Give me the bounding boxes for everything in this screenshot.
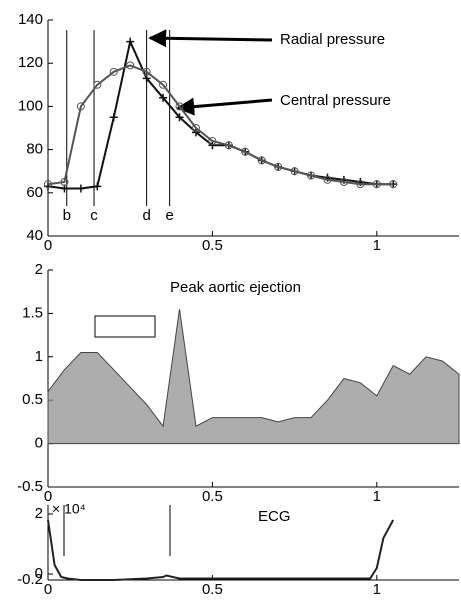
y-tick-label: -0.2 xyxy=(17,571,43,588)
y-tick-label: 1 xyxy=(35,348,43,365)
point xyxy=(60,178,69,186)
point xyxy=(389,180,398,189)
point xyxy=(191,128,200,137)
point xyxy=(339,178,348,186)
spectrum-area xyxy=(47,309,460,445)
x-tick-label: 1 xyxy=(373,488,381,505)
point xyxy=(142,67,151,76)
x-tick-label: 0 xyxy=(44,488,52,505)
point xyxy=(93,80,102,89)
y-tick-label: 0 xyxy=(35,435,43,452)
panel-title: ECG xyxy=(258,508,291,525)
y-tick-label: 100 xyxy=(18,97,43,114)
point xyxy=(126,61,135,70)
y-tick-label: -0.5 xyxy=(17,478,43,495)
y-tick-label: 60 xyxy=(26,184,43,201)
annotation: Peak aortic ejection xyxy=(170,279,301,296)
point xyxy=(109,67,118,76)
point xyxy=(307,171,316,180)
point xyxy=(76,102,85,111)
y-tick-label: 40 xyxy=(26,227,43,244)
y-tick-label: 140 xyxy=(18,11,43,28)
point xyxy=(175,102,184,111)
point xyxy=(126,37,135,46)
point xyxy=(323,175,332,184)
point xyxy=(175,113,184,122)
marker-label: c xyxy=(90,207,98,224)
x-tick-label: 0.5 xyxy=(202,237,223,254)
point xyxy=(241,147,250,156)
x-tick-label: 0 xyxy=(44,581,52,598)
series-line xyxy=(47,38,394,190)
y-tick-label: 2 xyxy=(35,261,43,278)
x-tick-label: 0 xyxy=(44,237,52,254)
point xyxy=(76,184,85,193)
point xyxy=(274,162,283,171)
multiplier: × 10⁴ xyxy=(52,501,86,517)
x-tick-label: 0.5 xyxy=(202,581,223,598)
point xyxy=(224,141,233,150)
marker-label: b xyxy=(63,207,71,224)
series-line xyxy=(47,64,394,186)
marker-label: e xyxy=(165,207,173,224)
point xyxy=(356,180,365,189)
box xyxy=(94,315,156,338)
point xyxy=(372,180,381,189)
series-line xyxy=(47,519,395,581)
x-tick-label: 1 xyxy=(373,581,381,598)
y-tick-label: 0.5 xyxy=(22,391,43,408)
x-tick-label: 1 xyxy=(373,237,381,254)
annotation: Central pressure xyxy=(280,92,391,109)
point xyxy=(159,93,168,102)
y-tick-label: 80 xyxy=(26,141,43,158)
point xyxy=(44,180,52,189)
point xyxy=(290,167,299,176)
marker-label: d xyxy=(142,207,150,224)
point xyxy=(93,182,102,191)
point xyxy=(109,113,118,122)
point xyxy=(257,156,266,165)
point xyxy=(191,124,200,132)
y-tick-label: 2 xyxy=(35,505,43,522)
y-tick-label: 1.5 xyxy=(22,304,43,321)
x-tick-label: 0.5 xyxy=(202,488,223,505)
point xyxy=(208,141,217,150)
point xyxy=(208,136,217,145)
arrow xyxy=(148,29,273,48)
point xyxy=(159,80,168,89)
arrow xyxy=(176,97,273,116)
y-tick-label: 120 xyxy=(18,54,43,71)
annotation: Radial pressure xyxy=(280,31,385,48)
y-tick-label: 0 xyxy=(35,565,43,582)
